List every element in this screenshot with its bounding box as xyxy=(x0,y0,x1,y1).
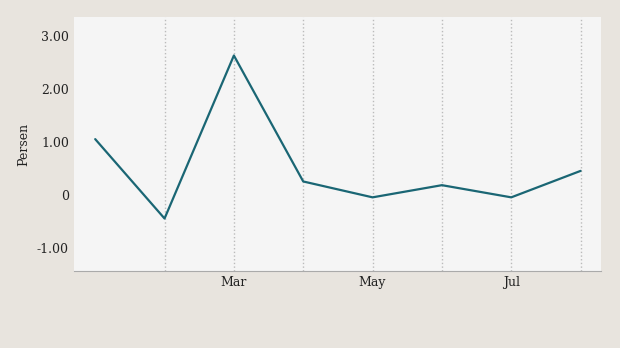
Legend: Kabupaten Aceh Tengah: Kabupaten Aceh Tengah xyxy=(28,344,234,348)
Y-axis label: Persen: Persen xyxy=(17,123,30,166)
